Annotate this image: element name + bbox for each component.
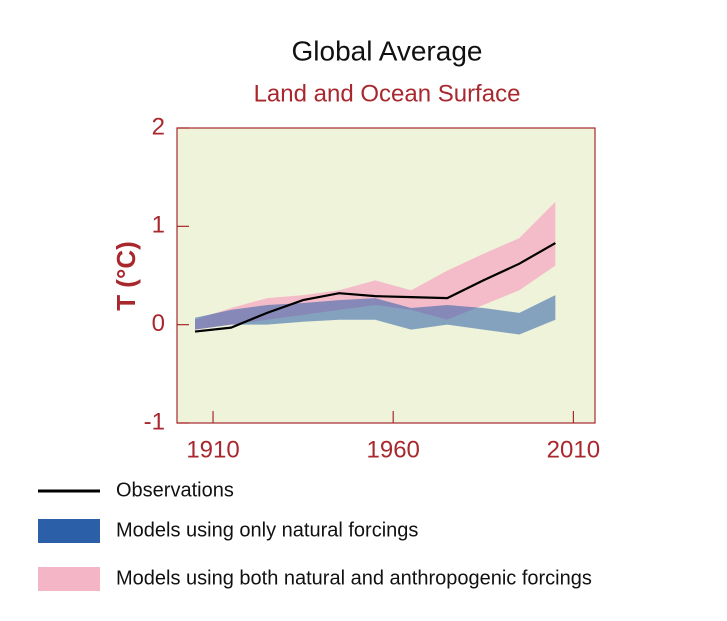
- x-tick-label: 1960: [367, 436, 420, 463]
- y-tick-label: 2: [152, 113, 165, 140]
- model-band: [195, 201, 556, 330]
- legend-label: Observations: [116, 479, 234, 501]
- x-tick-label: 2010: [547, 436, 600, 463]
- plot-frame: [176, 127, 596, 424]
- y-tick-label: -1: [144, 408, 165, 435]
- chart-subtitle: Land and Ocean Surface: [254, 80, 521, 107]
- legend-label: Models using both natural and anthropoge…: [116, 567, 592, 589]
- y-tick-label: 0: [152, 310, 165, 337]
- model-band: [195, 295, 556, 335]
- observation-line: [194, 242, 556, 333]
- legend-swatch: [38, 567, 100, 591]
- legend-label: Models using only natural forcings: [116, 519, 418, 541]
- y-tick-label: 1: [152, 212, 165, 239]
- x-tick-label: 1910: [186, 436, 239, 463]
- legend-swatch: [38, 519, 100, 543]
- y-axis-label: T (°C): [111, 241, 141, 311]
- chart-title: Global Average: [292, 35, 483, 66]
